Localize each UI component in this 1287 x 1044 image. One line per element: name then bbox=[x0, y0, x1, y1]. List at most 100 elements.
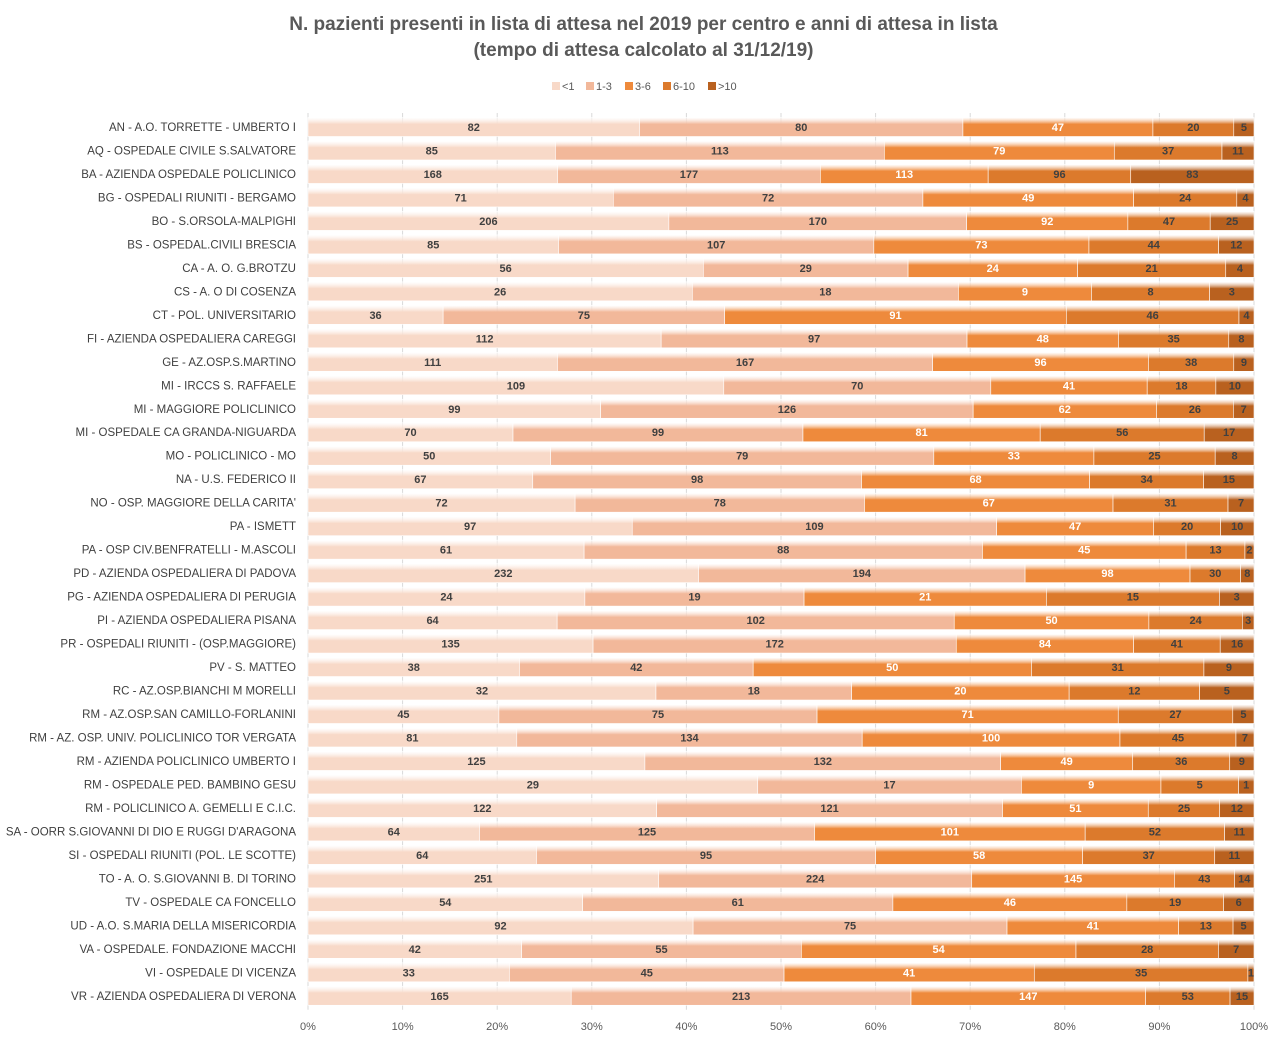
data-label: 5 bbox=[1240, 920, 1246, 932]
data-label: 7 bbox=[1238, 498, 1244, 510]
data-label: 64 bbox=[388, 826, 401, 838]
legend-swatch bbox=[552, 82, 560, 90]
data-label: 47 bbox=[1052, 122, 1064, 134]
bar-row: 64 95 58 37 11 bbox=[307, 845, 1255, 865]
data-label: 15 bbox=[1236, 991, 1248, 1003]
data-label: 95 bbox=[700, 850, 712, 862]
data-label: 8 bbox=[1238, 333, 1244, 345]
x-tick-label: 70% bbox=[959, 1021, 981, 1033]
category-label: RM - AZ. OSP. UNIV. POLICLINICO TOR VERG… bbox=[29, 732, 296, 744]
data-label: 125 bbox=[467, 756, 485, 768]
data-label: 24 bbox=[1179, 192, 1192, 204]
data-label: 42 bbox=[409, 944, 421, 956]
data-label: 13 bbox=[1209, 545, 1221, 557]
bar-segment bbox=[1220, 516, 1255, 536]
x-tick-label: 0% bbox=[300, 1021, 316, 1033]
data-label: 13 bbox=[1200, 920, 1212, 932]
data-label: 78 bbox=[714, 498, 726, 510]
data-label: 70 bbox=[404, 427, 416, 439]
data-label: 71 bbox=[962, 709, 974, 721]
data-label: 100 bbox=[982, 732, 1000, 744]
data-label: 3 bbox=[1234, 592, 1240, 604]
x-tick-label: 10% bbox=[392, 1021, 414, 1033]
legend-item: 1-3 bbox=[586, 81, 612, 93]
bar-row: 82 80 47 20 5 bbox=[307, 117, 1255, 137]
x-tick-label: 100% bbox=[1240, 1021, 1268, 1033]
data-label: 46 bbox=[1147, 310, 1159, 322]
data-label: 85 bbox=[426, 145, 438, 157]
data-label: 29 bbox=[527, 779, 539, 791]
data-label: 99 bbox=[448, 404, 460, 416]
data-label: 32 bbox=[476, 686, 488, 698]
bar-segment bbox=[1221, 140, 1255, 161]
data-label: 33 bbox=[1008, 451, 1020, 463]
bar-row: 26 18 9 8 3 bbox=[307, 281, 1255, 302]
data-label: 97 bbox=[464, 521, 476, 533]
data-label: 126 bbox=[778, 404, 796, 416]
category-label: PG - AZIENDA OSPEDALIERA DI PERUGIA bbox=[67, 592, 296, 604]
bar-row: 251 224 145 43 14 bbox=[307, 868, 1255, 889]
data-label: 170 bbox=[809, 216, 827, 228]
bar-segment bbox=[1229, 751, 1255, 771]
bar-row: 168 177 113 96 83 bbox=[307, 164, 1255, 184]
data-label: 55 bbox=[655, 944, 667, 956]
data-label: 37 bbox=[1162, 145, 1174, 157]
bar-row: 64 125 101 52 11 bbox=[307, 821, 1255, 842]
data-label: 48 bbox=[1037, 333, 1049, 345]
data-label: 44 bbox=[1148, 239, 1161, 251]
data-label: 25 bbox=[1178, 803, 1190, 815]
data-label: 9 bbox=[1022, 286, 1028, 298]
bar-segment bbox=[1228, 328, 1255, 349]
category-label: RM - AZIENDA POLICLINICO UMBERTO I bbox=[77, 756, 296, 768]
bar-row: 85 113 79 37 11 bbox=[307, 140, 1255, 161]
bar-segment bbox=[1236, 187, 1255, 208]
category-label: UD - A.O. S.MARIA DELLA MISERICORDIA bbox=[70, 920, 296, 932]
bar-row: 72 78 67 31 7 bbox=[307, 492, 1255, 513]
data-label: 75 bbox=[844, 920, 856, 932]
data-label: 17 bbox=[883, 779, 895, 791]
legend-item: 6-10 bbox=[663, 81, 695, 93]
data-label: 80 bbox=[795, 122, 807, 134]
data-label: 5 bbox=[1240, 709, 1246, 721]
data-label: 21 bbox=[1146, 263, 1158, 275]
bar-segment bbox=[1242, 610, 1255, 630]
data-label: 24 bbox=[440, 592, 453, 604]
legend-label: 3-6 bbox=[635, 81, 651, 93]
data-label: 15 bbox=[1223, 474, 1235, 486]
bar-row: 67 98 68 34 15 bbox=[307, 469, 1255, 490]
category-label: CT - POL. UNIVERSITARIO bbox=[153, 310, 296, 322]
data-label: 61 bbox=[440, 545, 452, 557]
bar-segment bbox=[1203, 657, 1255, 677]
chart-legend: <1 1-3 3-6 6-10 >10 bbox=[552, 81, 737, 93]
bar-row: 71 72 49 24 4 bbox=[307, 187, 1255, 208]
data-label: 12 bbox=[1230, 239, 1242, 251]
data-label: 53 bbox=[1182, 991, 1194, 1003]
data-label: 41 bbox=[903, 967, 915, 979]
x-tick-label: 90% bbox=[1148, 1021, 1170, 1033]
x-tick-label: 20% bbox=[486, 1021, 508, 1033]
data-label: 99 bbox=[652, 427, 664, 439]
data-label: 113 bbox=[895, 169, 913, 181]
data-label: 45 bbox=[397, 709, 409, 721]
category-label: RM - OSPEDALE PED. BAMBINO GESU bbox=[84, 779, 296, 791]
data-label: 8 bbox=[1244, 568, 1250, 580]
category-label: TV - OSPEDALE CA FONCELLO bbox=[125, 897, 296, 909]
bar-segment bbox=[1219, 798, 1255, 818]
data-label: 35 bbox=[1135, 967, 1147, 979]
data-label: 28 bbox=[1141, 944, 1153, 956]
data-label: 125 bbox=[638, 826, 656, 838]
data-label: 109 bbox=[805, 521, 823, 533]
data-label: 79 bbox=[736, 451, 748, 463]
data-label: 232 bbox=[494, 568, 512, 580]
bar-segment bbox=[1227, 492, 1255, 513]
data-label: 84 bbox=[1039, 639, 1052, 651]
bar-segment bbox=[1238, 774, 1255, 795]
data-label: 111 bbox=[424, 357, 441, 369]
bar-segment bbox=[1203, 422, 1255, 443]
bar-row: 45 75 71 27 5 bbox=[307, 704, 1255, 724]
data-label: 31 bbox=[1164, 498, 1176, 510]
legend-swatch bbox=[663, 82, 671, 90]
data-label: 6 bbox=[1236, 897, 1242, 909]
data-label: 67 bbox=[983, 498, 995, 510]
bar-row: 29 17 9 5 1 bbox=[307, 774, 1255, 795]
